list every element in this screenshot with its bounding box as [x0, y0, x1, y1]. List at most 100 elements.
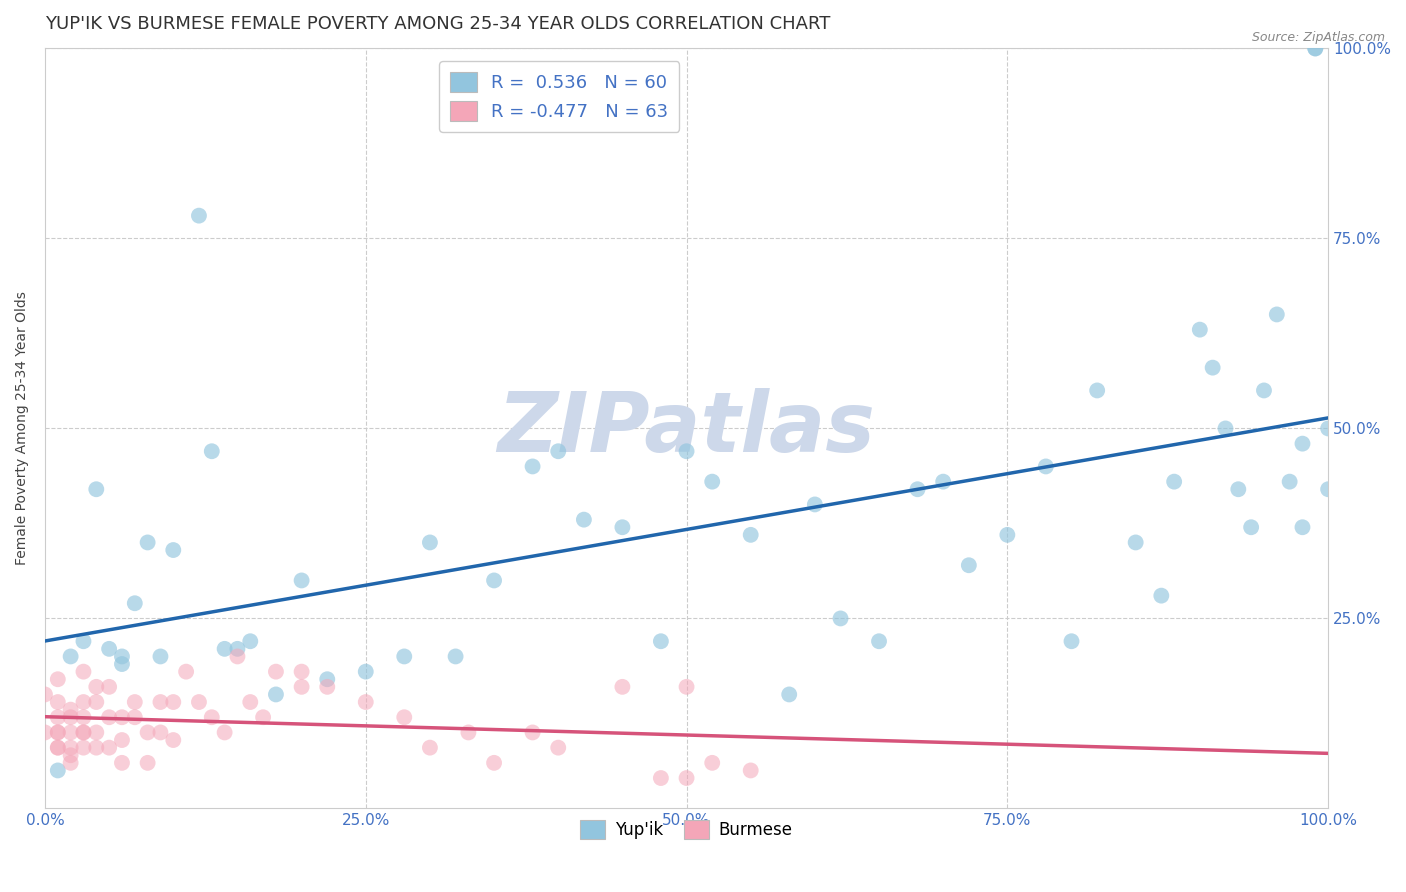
Point — [162, 733, 184, 747]
Point — [84, 725, 107, 739]
Point — [59, 756, 82, 770]
Point — [239, 695, 262, 709]
Point — [34, 688, 56, 702]
Point — [111, 710, 134, 724]
Point — [46, 710, 69, 724]
Point — [1035, 459, 1057, 474]
Point — [702, 756, 724, 770]
Point — [650, 771, 672, 785]
Point — [214, 641, 236, 656]
Point — [59, 740, 82, 755]
Point — [72, 725, 94, 739]
Point — [84, 482, 107, 496]
Point — [84, 680, 107, 694]
Point — [291, 574, 314, 588]
Point — [547, 444, 569, 458]
Point — [957, 558, 980, 573]
Point — [226, 649, 249, 664]
Point — [419, 535, 441, 549]
Y-axis label: Female Poverty Among 25-34 Year Olds: Female Poverty Among 25-34 Year Olds — [15, 292, 30, 566]
Point — [72, 695, 94, 709]
Text: ZIPatlas: ZIPatlas — [498, 388, 876, 469]
Point — [457, 725, 479, 739]
Point — [995, 528, 1018, 542]
Point — [264, 665, 287, 679]
Point — [1227, 482, 1250, 496]
Point — [111, 657, 134, 671]
Point — [46, 764, 69, 778]
Point — [111, 649, 134, 664]
Point — [149, 725, 172, 739]
Point — [188, 209, 211, 223]
Point — [136, 535, 159, 549]
Point — [149, 649, 172, 664]
Point — [214, 725, 236, 739]
Legend: Yup'ik, Burmese: Yup'ik, Burmese — [574, 814, 800, 846]
Point — [46, 740, 69, 755]
Point — [264, 688, 287, 702]
Point — [46, 740, 69, 755]
Point — [612, 680, 634, 694]
Point — [162, 695, 184, 709]
Point — [252, 710, 274, 724]
Point — [547, 740, 569, 755]
Point — [72, 725, 94, 739]
Point — [482, 756, 505, 770]
Point — [354, 695, 377, 709]
Point — [291, 680, 314, 694]
Point — [111, 756, 134, 770]
Point — [1278, 475, 1301, 489]
Point — [1215, 421, 1237, 435]
Point — [149, 695, 172, 709]
Point — [394, 710, 416, 724]
Point — [84, 740, 107, 755]
Point — [650, 634, 672, 648]
Point — [778, 688, 800, 702]
Point — [124, 596, 146, 610]
Point — [675, 444, 697, 458]
Point — [111, 733, 134, 747]
Point — [612, 520, 634, 534]
Point — [72, 710, 94, 724]
Point — [316, 672, 339, 686]
Point — [1201, 360, 1223, 375]
Point — [702, 475, 724, 489]
Point — [201, 710, 224, 724]
Point — [740, 764, 762, 778]
Point — [907, 482, 929, 496]
Point — [188, 695, 211, 709]
Point — [59, 748, 82, 763]
Point — [46, 695, 69, 709]
Point — [522, 459, 544, 474]
Point — [174, 665, 197, 679]
Point — [226, 641, 249, 656]
Point — [419, 740, 441, 755]
Point — [46, 672, 69, 686]
Point — [72, 665, 94, 679]
Point — [1303, 41, 1326, 55]
Point — [1317, 482, 1340, 496]
Point — [316, 680, 339, 694]
Point — [124, 710, 146, 724]
Point — [1150, 589, 1173, 603]
Point — [136, 725, 159, 739]
Point — [354, 665, 377, 679]
Point — [1188, 323, 1211, 337]
Point — [675, 680, 697, 694]
Point — [46, 725, 69, 739]
Point — [675, 771, 697, 785]
Point — [98, 680, 121, 694]
Point — [1085, 384, 1108, 398]
Point — [572, 513, 595, 527]
Point — [830, 611, 852, 625]
Point — [59, 725, 82, 739]
Point — [59, 703, 82, 717]
Point — [444, 649, 467, 664]
Point — [1317, 421, 1340, 435]
Point — [1253, 384, 1275, 398]
Point — [98, 641, 121, 656]
Point — [1163, 475, 1185, 489]
Point — [482, 574, 505, 588]
Point — [162, 543, 184, 558]
Point — [1060, 634, 1083, 648]
